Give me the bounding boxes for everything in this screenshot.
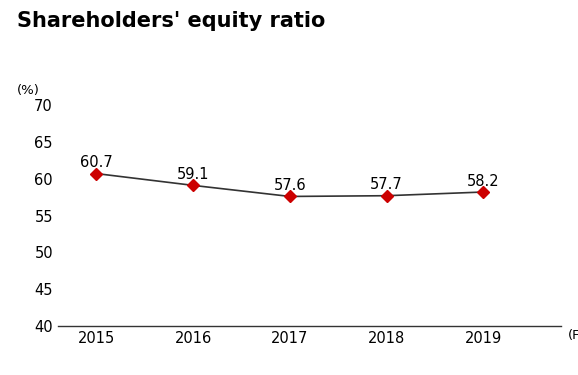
Text: 60.7: 60.7 (80, 155, 113, 170)
Text: 59.1: 59.1 (177, 167, 209, 182)
Text: (FY): (FY) (568, 329, 578, 342)
Text: 58.2: 58.2 (467, 174, 499, 189)
Text: 57.7: 57.7 (370, 177, 403, 192)
Text: Shareholders' equity ratio: Shareholders' equity ratio (17, 11, 326, 31)
Text: (%): (%) (17, 84, 40, 98)
Text: 57.6: 57.6 (273, 178, 306, 193)
